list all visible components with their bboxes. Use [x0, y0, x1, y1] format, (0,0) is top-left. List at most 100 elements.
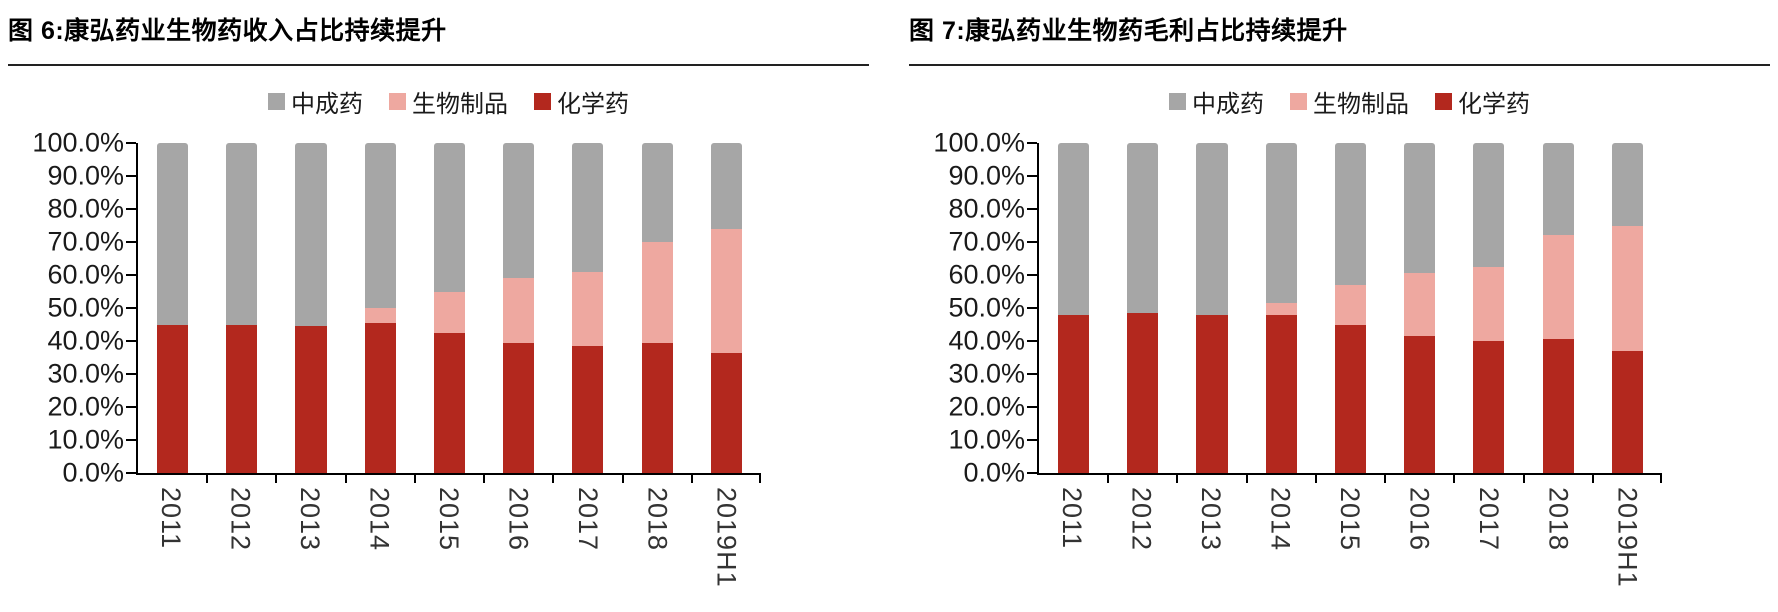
bar-segment-chemical-drug-2016 [1404, 336, 1436, 473]
bar-slot-2018 [1524, 143, 1593, 473]
legend-label-biologics: 生物制品 [1313, 90, 1409, 118]
bar-segment-chemical-drug-2019H1 [710, 352, 742, 473]
x-axis-label-2016: 2016 [503, 487, 534, 552]
legend-label-tcm: 中成药 [1192, 90, 1264, 118]
plot-area: 100.0% 90.0% 80.0% 70.0% 60.0% 50.0% 40.0% 30.0… [933, 129, 1662, 486]
x-axis-slot-2013: 2013 [275, 487, 344, 588]
figure-7-panel: 图 7:康弘药业生物药毛利占比持续提升 中成药 生物制品 化学药 100.0% 90.0… [909, 0, 1770, 588]
figure-6-panel: 图 6:康弘药业生物药收入占比持续提升 中成药 生物制品 化学药 100.0% 90.0… [8, 0, 869, 588]
bar-segment-tcm-2014 [1265, 143, 1297, 304]
figure-7-title: 图 7:康弘药业生物药毛利占比持续提升 [909, 17, 1348, 45]
figure-6-title: 图 6:康弘药业生物药收入占比持续提升 [8, 17, 447, 45]
bar-2011 [1058, 143, 1090, 473]
y-axis-tick [126, 241, 136, 243]
x-axis-tick [483, 475, 486, 483]
x-axis-label-2015: 2015 [433, 487, 464, 552]
bar-slot-2019H1 [1593, 143, 1662, 473]
x-axis-label-2019H1: 2019H1 [711, 487, 742, 588]
bar-segment-biologics-2018 [641, 242, 673, 343]
x-axis-tick [413, 475, 416, 483]
bar-segment-biologics-2014 [364, 308, 396, 323]
y-axis-tick [1027, 340, 1037, 342]
y-axis-tick [126, 175, 136, 177]
bar-segment-tcm-2011 [1058, 143, 1090, 315]
bar-segment-tcm-2018 [1542, 143, 1574, 236]
y-axis-label: 40.0% [47, 325, 124, 356]
x-axis-slot-2011: 2011 [1037, 487, 1106, 588]
bar-slot-2011 [138, 143, 207, 473]
bar-2016 [503, 143, 535, 473]
x-axis-slot-2014: 2014 [1245, 487, 1314, 588]
legend-swatch-biologics [389, 92, 406, 110]
y-axis-tick [1027, 208, 1037, 210]
x-axis-tick [275, 475, 278, 483]
x-axis-slot-2016: 2016 [483, 487, 552, 588]
bar-2019H1 [710, 143, 742, 473]
y-axis-tick [126, 439, 136, 441]
bar-segment-chemical-drug-2012 [226, 324, 258, 473]
bar-slot-2012 [1108, 143, 1177, 473]
bar-segment-biologics-2017 [572, 271, 604, 346]
bar-segment-chemical-drug-2011 [1058, 314, 1090, 473]
bar-2014 [1265, 143, 1297, 473]
bar-2015 [433, 143, 466, 473]
x-axis-tick [344, 475, 347, 483]
bar-segment-biologics-2019H1 [710, 228, 742, 353]
x-axis-label-2015: 2015 [1334, 487, 1365, 552]
x-axis-tick [1591, 475, 1594, 483]
x-axis-label-2017: 2017 [572, 487, 603, 552]
bar-segment-tcm-2014 [364, 143, 396, 309]
y-axis-tick [126, 373, 136, 375]
y-axis-label: 60.0% [47, 259, 124, 290]
y-axis-label: 100.0% [32, 127, 124, 158]
y-axis-label: 20.0% [948, 391, 1025, 422]
y-axis-label: 30.0% [948, 358, 1025, 389]
x-axis-label-2014: 2014 [1265, 487, 1296, 552]
bar-segment-tcm-2015 [433, 143, 466, 292]
x-axis-tick [1176, 475, 1179, 483]
bar-slot-2015 [1316, 143, 1385, 473]
x-axis-slot-2012: 2012 [205, 487, 274, 588]
bar-segment-biologics-2019H1 [1611, 225, 1643, 351]
bar-2016 [1404, 143, 1436, 473]
legend-item-tcm: 中成药 [1169, 84, 1264, 119]
legend-label-chemical-drug: 化学药 [557, 90, 629, 118]
x-axis-slot-2018: 2018 [1523, 487, 1592, 588]
x-axis-label-2011: 2011 [1057, 487, 1088, 550]
x-axis-slot-2014: 2014 [344, 487, 413, 588]
legend-item-biologics: 生物制品 [1290, 84, 1409, 119]
y-axis-label: 10.0% [948, 424, 1025, 455]
bar-segment-chemical-drug-2016 [503, 342, 535, 473]
x-axis-slot-2015: 2015 [414, 487, 483, 588]
y-axis-label: 100.0% [933, 127, 1025, 158]
y-axis-tick [1027, 439, 1037, 441]
bar-segment-chemical-drug-2015 [1334, 324, 1367, 473]
bar-slot-2014 [1247, 143, 1316, 473]
legend-item-biologics: 生物制品 [389, 84, 508, 119]
x-axis-tick [1245, 475, 1248, 483]
bar-segment-tcm-2017 [572, 143, 604, 272]
bar-slot-2016 [484, 143, 553, 473]
y-axis-tick [1027, 472, 1037, 474]
y-axis-label: 60.0% [948, 259, 1025, 290]
bar-segment-tcm-2015 [1334, 143, 1367, 285]
y-axis-label: 50.0% [47, 292, 124, 323]
y-axis-tick [126, 142, 136, 144]
x-axis-label-2013: 2013 [1196, 487, 1227, 552]
y-axis-tick [126, 406, 136, 408]
bar-segment-biologics-2017 [1473, 266, 1505, 341]
y-axis-tick [1027, 142, 1037, 144]
bar-segment-chemical-drug-2018 [1542, 339, 1574, 473]
x-axis-slot-2012: 2012 [1106, 487, 1175, 588]
legend-swatch-chemical-drug [534, 92, 551, 110]
bar-segment-tcm-2016 [503, 143, 535, 279]
legend-item-chemical-drug: 化学药 [534, 84, 629, 119]
x-axis-tick [1522, 475, 1525, 483]
figure-6-chart: 中成药 生物制品 化学药 100.0% 90.0% 80.0% 70.0% 60.0% 50.0… [8, 88, 869, 588]
bar-2011 [157, 143, 189, 473]
bar-segment-chemical-drug-2015 [433, 332, 466, 473]
bar-2014 [364, 143, 396, 473]
chart-legend: 中成药 生物制品 化学药 [1037, 88, 1662, 118]
x-axis-label-2016: 2016 [1404, 487, 1435, 552]
y-axis-label: 90.0% [47, 160, 124, 191]
